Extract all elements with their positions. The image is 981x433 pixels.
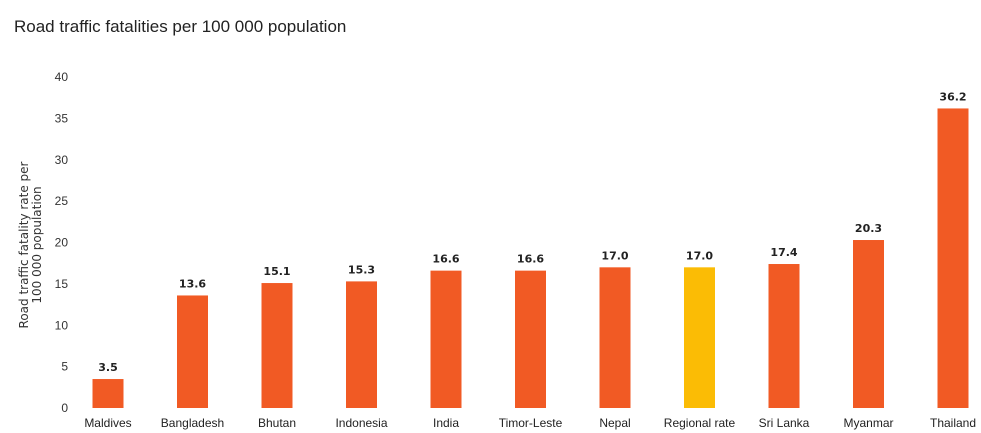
x-tick-label: Sri Lanka [759, 416, 810, 430]
bar [92, 379, 124, 408]
y-tick-label: 25 [55, 194, 69, 208]
data-label: 15.1 [263, 265, 290, 278]
data-label: 16.6 [432, 253, 459, 266]
data-label: 13.6 [179, 277, 206, 290]
x-tick-label: Myanmar [843, 416, 893, 430]
x-tick-label: India [433, 416, 459, 430]
x-tick-label: Bhutan [258, 416, 296, 430]
data-label: 36.2 [939, 90, 966, 103]
bar [261, 283, 293, 408]
y-tick-label: 5 [61, 360, 68, 374]
bar [515, 270, 546, 408]
data-label: 16.6 [517, 253, 544, 266]
y-axis-ticks: 0 5 10 15 20 25 30 35 40 [55, 70, 69, 415]
data-label: 17.0 [686, 249, 713, 262]
bar [177, 295, 208, 408]
y-axis-label-line-2: 100 000 population [30, 186, 44, 303]
bar [430, 270, 462, 408]
data-label: 17.0 [601, 249, 628, 262]
bars [92, 108, 969, 408]
bar [346, 281, 377, 408]
y-tick-label: 30 [55, 153, 69, 167]
data-label: 17.4 [770, 246, 797, 259]
chart-title: Road traffic fatalities per 100 000 popu… [14, 17, 347, 36]
bar [599, 267, 631, 408]
x-tick-label: Timor-Leste [499, 416, 563, 430]
bar [853, 240, 884, 408]
bar [937, 108, 969, 408]
y-tick-label: 20 [55, 236, 69, 250]
x-tick-label: Maldives [84, 416, 131, 430]
x-axis-labels: Maldives Bangladesh Bhutan Indonesia India Ti… [84, 416, 976, 430]
data-labels: 3.5 13.6 15.1 15.3 16.6 16.6 17.0 17.0 17.4 20.3 3… [98, 90, 966, 374]
data-label: 3.5 [98, 361, 118, 374]
y-tick-label: 0 [61, 401, 68, 415]
data-label: 20.3 [855, 222, 882, 235]
y-axis-label: Road traffic fatality rate per 100 000 p… [17, 161, 44, 328]
y-tick-label: 40 [55, 70, 69, 84]
x-tick-label: Regional rate [664, 416, 736, 430]
y-tick-label: 35 [55, 111, 69, 125]
data-label: 15.3 [348, 263, 375, 276]
x-tick-label: Bangladesh [161, 416, 224, 430]
bar [768, 264, 800, 408]
bar [684, 267, 715, 408]
y-tick-label: 10 [55, 318, 69, 332]
y-tick-label: 15 [55, 277, 69, 291]
x-tick-label: Indonesia [335, 416, 387, 430]
x-tick-label: Nepal [599, 416, 630, 430]
y-axis-label-line-1: Road traffic fatality rate per [17, 161, 31, 328]
x-tick-label: Thailand [930, 416, 976, 430]
